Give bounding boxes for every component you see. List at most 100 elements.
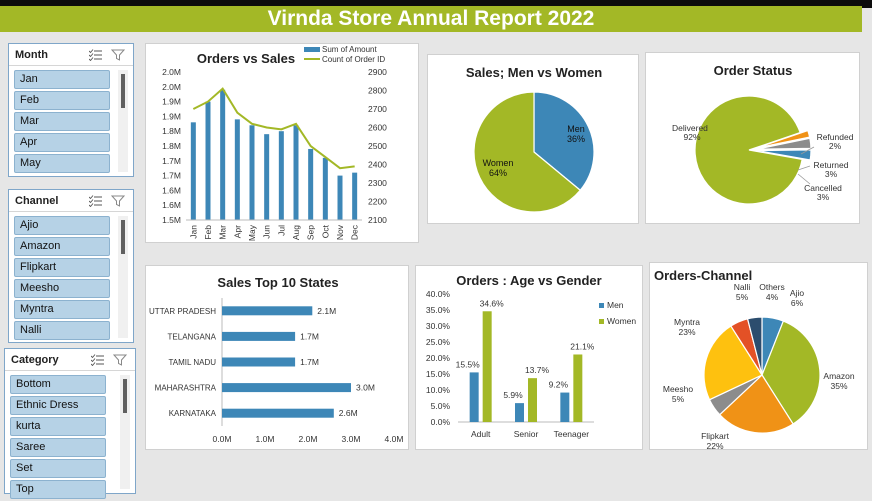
pie-value: 3%: [817, 192, 830, 202]
top-bar: [0, 0, 872, 8]
x-tick-label: Sep: [306, 225, 316, 240]
slicer-item[interactable]: Feb: [14, 91, 110, 110]
slicer-scrollbar[interactable]: [120, 375, 130, 489]
slicer-item[interactable]: Top: [10, 480, 106, 499]
pie-value: 92%: [683, 132, 700, 142]
x-tick-label: 3.0M: [342, 434, 361, 444]
orders-vs-sales-panel: Orders vs Sales Sum of Amount Count of Ord…: [145, 43, 419, 243]
bar: [278, 131, 284, 220]
data-label: 9.2%: [549, 380, 569, 390]
pie-label: Women: [483, 158, 514, 168]
y-tick-label: 10.0%: [426, 385, 451, 395]
slicer-item[interactable]: Set: [10, 459, 106, 478]
bar: [528, 378, 537, 422]
x-tick-label: 1.0M: [256, 434, 275, 444]
pie-value: 22%: [706, 441, 723, 451]
slicer-item[interactable]: Bottom: [10, 375, 106, 394]
y-tick-label: 25.0%: [426, 337, 451, 347]
pie-label: Ajio: [790, 288, 804, 298]
bar: [222, 383, 351, 393]
y-tick-label: 40.0%: [426, 289, 451, 299]
month-slicer[interactable]: Month Jan Feb Mar Apr May: [8, 43, 134, 177]
leader-line: [800, 146, 815, 155]
slicer-item[interactable]: Ajio: [14, 216, 110, 235]
bar: [222, 408, 334, 418]
slicer-item[interactable]: Meesho: [14, 279, 110, 298]
pie-value: 5%: [672, 394, 685, 404]
slicer-item[interactable]: Mar: [14, 112, 110, 131]
data-label: 1.7M: [300, 331, 319, 341]
slicer-item[interactable]: kurta: [10, 417, 106, 436]
multi-select-icon[interactable]: [89, 194, 103, 207]
x-tick-label: Mar: [218, 225, 228, 240]
leader-line: [797, 173, 811, 185]
x-tick-label: 2.0M: [299, 434, 318, 444]
data-label: 2.1M: [317, 306, 336, 316]
clear-filter-icon[interactable]: [113, 354, 127, 366]
multi-select-icon[interactable]: [89, 48, 103, 61]
pie-label: Amazon: [823, 371, 854, 381]
y-tick-label: 1.9M: [162, 111, 181, 121]
y2-tick-label: 2200: [368, 197, 387, 207]
slicer-item[interactable]: Flipkart: [14, 258, 110, 277]
y-tick-label: 1.5M: [162, 215, 181, 225]
series-line: [192, 87, 355, 170]
data-label: 13.7%: [525, 365, 550, 375]
scrollbar-thumb[interactable]: [121, 220, 125, 254]
y-tick-label: 2.0M: [162, 67, 181, 77]
bar: [205, 101, 211, 220]
chart-title: Orders vs Sales: [197, 51, 295, 66]
slicer-item[interactable]: May: [14, 154, 110, 173]
slicer-item[interactable]: Nalli: [14, 321, 110, 340]
pie-slice: [703, 325, 763, 401]
slicer-item[interactable]: Saree: [10, 438, 106, 457]
legend-swatch: [599, 303, 604, 308]
x-tick-label: Oct: [320, 224, 330, 238]
pie-value: 6%: [791, 298, 804, 308]
pie-label: Cancelled: [804, 183, 842, 193]
slicer-title: Category: [11, 353, 59, 366]
scrollbar-thumb[interactable]: [121, 74, 125, 108]
slicer-scrollbar[interactable]: [118, 216, 128, 338]
pie-value: 5%: [736, 292, 749, 302]
legend-swatch: [599, 319, 604, 324]
pie-value: 23%: [678, 327, 695, 337]
slicer-scrollbar[interactable]: [118, 70, 128, 172]
bar: [222, 357, 296, 367]
slicer-item[interactable]: Amazon: [14, 237, 110, 256]
slicer-item[interactable]: Ethnic Dress: [10, 396, 106, 415]
x-tick-label: 4.0M: [385, 434, 404, 444]
clear-filter-icon[interactable]: [111, 195, 125, 207]
slicer-title: Month: [15, 48, 48, 61]
scrollbar-thumb[interactable]: [123, 379, 127, 413]
pie-label: Meesho: [663, 384, 694, 394]
slicer-item[interactable]: Jan: [14, 70, 110, 89]
clear-filter-icon[interactable]: [111, 49, 125, 61]
report-title: Virnda Store Annual Report 2022: [0, 6, 862, 32]
pie-label: Myntra: [674, 317, 700, 327]
pie-label: Others: [759, 282, 785, 292]
category-slicer[interactable]: Category Bottom Ethnic Dress kurta Saree Set T…: [4, 348, 136, 499]
y-tick-label: 1.9M: [162, 97, 181, 107]
slicer-item[interactable]: Myntra: [14, 300, 110, 319]
data-label: 21.1%: [570, 341, 595, 351]
y-tick-label: 5.0%: [431, 401, 451, 411]
chart-title: Orders-Channel: [654, 268, 752, 283]
bar: [515, 403, 524, 422]
slicer-header: Channel: [9, 190, 133, 212]
y-tick-label: 35.0%: [426, 305, 451, 315]
channel-slicer[interactable]: Channel Ajio Amazon Flipkart Meesho Myntra Nal…: [8, 189, 134, 343]
chart-title: Sales Top 10 States: [217, 275, 338, 290]
slicer-item[interactable]: Apr: [14, 133, 110, 152]
legend-label: Women: [607, 316, 636, 326]
order-status-panel: Order Status Delivered 92% Refunded 2% Return…: [645, 52, 860, 224]
legend-swatch: [304, 47, 320, 52]
x-tick-label: Dec: [350, 224, 360, 240]
x-tick-label: Jun: [262, 225, 272, 239]
x-tick-label: 0.0M: [213, 434, 232, 444]
pie-value: 4%: [766, 292, 779, 302]
data-label: 3.0M: [356, 383, 375, 393]
multi-select-icon[interactable]: [91, 353, 105, 366]
x-tick-label: Feb: [203, 225, 213, 240]
y-tick-label: 1.7M: [162, 171, 181, 181]
